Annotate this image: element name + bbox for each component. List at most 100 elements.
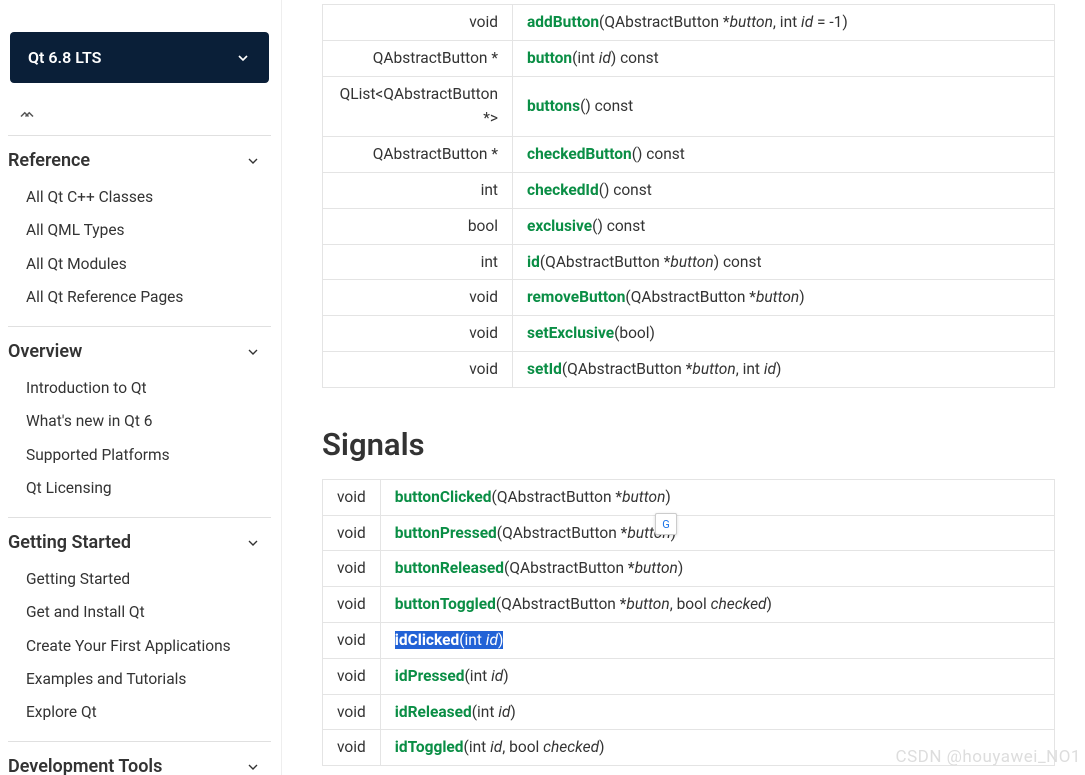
sidebar-item[interactable]: Getting Started xyxy=(26,563,271,596)
return-type: void xyxy=(323,515,381,551)
sidebar-item[interactable]: Create Your First Applications xyxy=(26,630,271,663)
table-row: QAbstractButton *button(int id) const xyxy=(323,40,1055,76)
signature-cell: idClicked(int id) xyxy=(380,622,1054,658)
signature-cell: idPressed(int id) xyxy=(380,658,1054,694)
translate-icon[interactable]: G xyxy=(655,513,677,535)
chevron-down-icon xyxy=(245,759,261,775)
sidebar-item[interactable]: Supported Platforms xyxy=(26,439,271,472)
sidebar-item[interactable]: Examples and Tutorials xyxy=(26,663,271,696)
sidebar-section: OverviewIntroduction to QtWhat's new in … xyxy=(8,326,271,517)
table-row: voididReleased(int id) xyxy=(323,694,1055,730)
signature-cell: removeButton(QAbstractButton *button) xyxy=(513,280,1055,316)
return-type: int xyxy=(323,172,513,208)
table-row: intcheckedId() const xyxy=(323,172,1055,208)
sidebar-item[interactable]: Introduction to Qt xyxy=(26,372,271,405)
function-link[interactable]: id xyxy=(527,253,540,271)
chevron-down-icon xyxy=(245,344,261,360)
sidebar-item[interactable]: All Qt Modules xyxy=(26,248,271,281)
function-link[interactable]: idPressed xyxy=(395,667,465,685)
signature-cell: buttonToggled(QAbstractButton *button, b… xyxy=(380,587,1054,623)
table-row: voidbuttonPressed(QAbstractButton *butto… xyxy=(323,515,1055,551)
return-type: void xyxy=(323,280,513,316)
return-type: void xyxy=(323,622,381,658)
version-selector[interactable]: Qt 6.8 LTS xyxy=(10,32,269,83)
section-header[interactable]: Development Tools xyxy=(8,756,271,775)
section-title: Development Tools xyxy=(8,756,162,775)
return-type: int xyxy=(323,244,513,280)
section-header[interactable]: Overview xyxy=(8,341,271,368)
section-items: All Qt C++ ClassesAll QML TypesAll Qt Mo… xyxy=(8,177,271,316)
signature-cell: exclusive() const xyxy=(513,208,1055,244)
signature-cell: buttonReleased(QAbstractButton *button) xyxy=(380,551,1054,587)
return-type: void xyxy=(323,587,381,623)
sidebar-item[interactable]: All Qt Reference Pages xyxy=(26,281,271,314)
sidebar: Qt 6.8 LTS ReferenceAll Qt C++ ClassesAl… xyxy=(0,0,282,775)
signature-cell: button(int id) const xyxy=(513,40,1055,76)
signature-cell: idReleased(int id) xyxy=(380,694,1054,730)
sidebar-section: Getting StartedGetting StartedGet and In… xyxy=(8,517,271,741)
function-link[interactable]: buttonReleased xyxy=(395,559,504,577)
sidebar-item[interactable]: What's new in Qt 6 xyxy=(26,405,271,438)
function-link[interactable]: button xyxy=(527,49,572,67)
return-type: QAbstractButton * xyxy=(323,137,513,173)
table-row: QList<QAbstractButton *>buttons() const xyxy=(323,76,1055,137)
table-row: voidbuttonClicked(QAbstractButton *butto… xyxy=(323,479,1055,515)
table-row: voidsetId(QAbstractButton *button, int i… xyxy=(323,351,1055,387)
function-link[interactable]: setExclusive xyxy=(527,324,614,342)
table-row: intid(QAbstractButton *button) const xyxy=(323,244,1055,280)
table-row: voididClicked(int id) xyxy=(323,622,1055,658)
return-type: void xyxy=(323,551,381,587)
function-link[interactable]: checkedId xyxy=(527,181,599,199)
public-functions-table: voidaddButton(QAbstractButton *button, i… xyxy=(322,4,1055,388)
return-type: QList<QAbstractButton *> xyxy=(323,76,513,137)
signals-table: voidbuttonClicked(QAbstractButton *butto… xyxy=(322,479,1055,766)
breadcrumb-collapse[interactable] xyxy=(8,101,271,135)
return-type: void xyxy=(323,658,381,694)
sidebar-section: Development ToolsOverview xyxy=(8,741,271,775)
return-type: void xyxy=(323,316,513,352)
function-link[interactable]: buttonToggled xyxy=(395,595,496,613)
app-root: Qt 6.8 LTS ReferenceAll Qt C++ ClassesAl… xyxy=(0,0,1085,775)
sidebar-item[interactable]: All QML Types xyxy=(26,214,271,247)
signature-cell: setExclusive(bool) xyxy=(513,316,1055,352)
function-link[interactable]: idClicked xyxy=(395,631,459,649)
sidebar-item[interactable]: Qt Licensing xyxy=(26,472,271,505)
sidebar-section: Reference All Qt C++ ClassesAll QML Types… xyxy=(8,135,271,326)
section-items: Getting StartedGet and Install QtCreate … xyxy=(8,559,271,731)
sidebar-item[interactable]: Get and Install Qt xyxy=(26,596,271,629)
sidebar-item[interactable]: All Qt C++ Classes xyxy=(26,181,271,214)
signature-cell: id(QAbstractButton *button) const xyxy=(513,244,1055,280)
section-items: Introduction to QtWhat's new in Qt 6Supp… xyxy=(8,368,271,507)
section-header[interactable]: Reference xyxy=(8,150,271,177)
table-row: boolexclusive() const xyxy=(323,208,1055,244)
table-row: voididPressed(int id) xyxy=(323,658,1055,694)
signature-cell: idToggled(int id, bool checked) xyxy=(380,730,1054,766)
table-row: voidaddButton(QAbstractButton *button, i… xyxy=(323,5,1055,41)
return-type: bool xyxy=(323,208,513,244)
function-link[interactable]: removeButton xyxy=(527,288,625,306)
function-link[interactable]: idToggled xyxy=(395,738,464,756)
signature-cell: setId(QAbstractButton *button, int id) xyxy=(513,351,1055,387)
table-row: voidremoveButton(QAbstractButton *button… xyxy=(323,280,1055,316)
function-link[interactable]: exclusive xyxy=(527,217,592,235)
function-link[interactable]: buttons xyxy=(527,97,580,115)
return-type: void xyxy=(323,351,513,387)
section-title: Reference xyxy=(8,150,90,171)
signature-cell: checkedButton() const xyxy=(513,137,1055,173)
signature-cell: buttonPressed(QAbstractButton *button) xyxy=(380,515,1054,551)
return-type: void xyxy=(323,479,381,515)
signals-heading: Signals xyxy=(322,426,1055,463)
return-type: void xyxy=(323,694,381,730)
return-type: QAbstractButton * xyxy=(323,40,513,76)
table-row: voididToggled(int id, bool checked) xyxy=(323,730,1055,766)
signature-cell: checkedId() const xyxy=(513,172,1055,208)
function-link[interactable]: setId xyxy=(527,360,562,378)
section-header[interactable]: Getting Started xyxy=(8,532,271,559)
sidebar-item[interactable]: Explore Qt xyxy=(26,696,271,729)
function-link[interactable]: buttonPressed xyxy=(395,524,497,542)
function-link[interactable]: buttonClicked xyxy=(395,488,492,506)
main-content: voidaddButton(QAbstractButton *button, i… xyxy=(282,0,1085,775)
function-link[interactable]: checkedButton xyxy=(527,145,632,163)
function-link[interactable]: idReleased xyxy=(395,703,472,721)
function-link[interactable]: addButton xyxy=(527,13,599,31)
